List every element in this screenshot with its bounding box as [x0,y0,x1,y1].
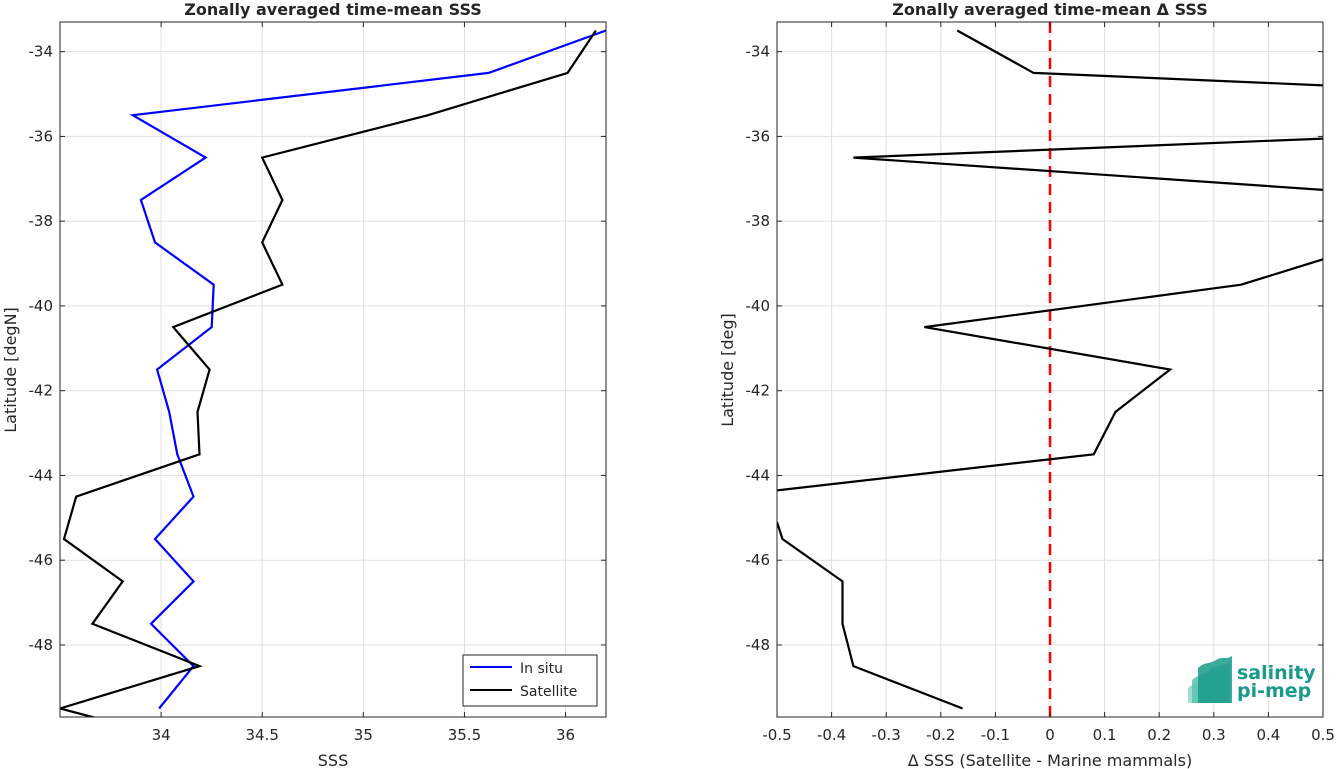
y-tick-label: -38 [29,212,54,230]
series-group-left [60,29,606,717]
grid-left [60,22,606,717]
y-tick-label: -42 [746,382,771,400]
series-line-in-situ [129,29,606,710]
ticks-left: 34 34.5 35 35.5 36 -48 -46 -44 -42 -40 -38 -36 -34 [29,22,606,744]
x-tick-label: 36 [556,726,575,744]
x-tick-label: 0.5 [1311,726,1335,744]
chart-title-right: Zonally averaged time-mean Δ SSS [892,0,1208,19]
y-axis-label-left: Latitude [degN] [1,307,20,433]
x-tick-label: 35.5 [448,726,481,744]
y-tick-label: -36 [29,127,54,145]
series-group-right [777,29,1323,710]
logo-wave-icon [1188,656,1232,703]
y-tick-label: -42 [29,382,54,400]
x-axis-label-right: Δ SSS (Satellite - Marine mammals) [908,751,1192,769]
x-tick-label: 0 [1045,726,1055,744]
y-tick-label: -46 [29,551,54,569]
x-tick-label: -0.4 [817,726,846,744]
logo-text-line2: pi-mep [1237,680,1311,702]
y-tick-label: -48 [29,636,54,654]
x-tick-label: -0.2 [926,726,955,744]
y-tick-label: -36 [746,127,771,145]
x-tick-label: -0.3 [872,726,901,744]
salinity-pi-mep-logo: salinity pi-mep [1188,656,1316,703]
chart-right: -0.5 -0.4 -0.3 -0.2 -0.1 0 0.1 0.2 0.3 0.4 0.5 -48 -… [718,0,1335,769]
y-tick-label: -46 [746,551,771,569]
axes-box-left [59,21,607,718]
x-tick-label: 0.2 [1147,726,1171,744]
y-tick-label: -48 [746,636,771,654]
y-axis-label-right: Latitude [deg] [718,313,737,427]
x-tick-label: 35 [354,726,373,744]
legend-box [462,654,598,707]
x-tick-label: -0.5 [762,726,791,744]
logo-text-line1: salinity [1237,662,1316,684]
plot-area-left [60,22,606,717]
x-tick-label: 34.5 [246,726,279,744]
x-axis-label-left: SSS [318,751,348,769]
legend-label-in-situ: In situ [520,661,563,677]
x-tick-label: 0.4 [1256,726,1280,744]
y-tick-label: -40 [29,297,54,315]
y-tick-label: -40 [746,297,771,315]
y-tick-label: -38 [746,212,771,230]
legend: In situ Satellite [462,654,598,707]
ticks-right: -0.5 -0.4 -0.3 -0.2 -0.1 0 0.1 0.2 0.3 0.4 0.5 -48 -… [746,22,1335,744]
chart-title-left: Zonally averaged time-mean SSS [184,0,482,19]
series-line-delta-sss-right [777,29,1323,710]
y-tick-label: -44 [746,466,771,484]
y-tick-label: -44 [29,466,54,484]
x-tick-label: -0.1 [981,726,1010,744]
legend-label-satellite: Satellite [520,684,577,700]
x-tick-label: 0.3 [1202,726,1226,744]
y-tick-label: -34 [746,43,771,61]
x-tick-label: 34 [152,726,171,744]
chart-left: 34 34.5 35 35.5 36 -48 -46 -44 -42 -40 -38 -36 -34 Z… [1,0,607,769]
y-tick-label: -34 [29,43,54,61]
series-line-satellite [60,29,597,717]
x-tick-label: 0.1 [1093,726,1117,744]
